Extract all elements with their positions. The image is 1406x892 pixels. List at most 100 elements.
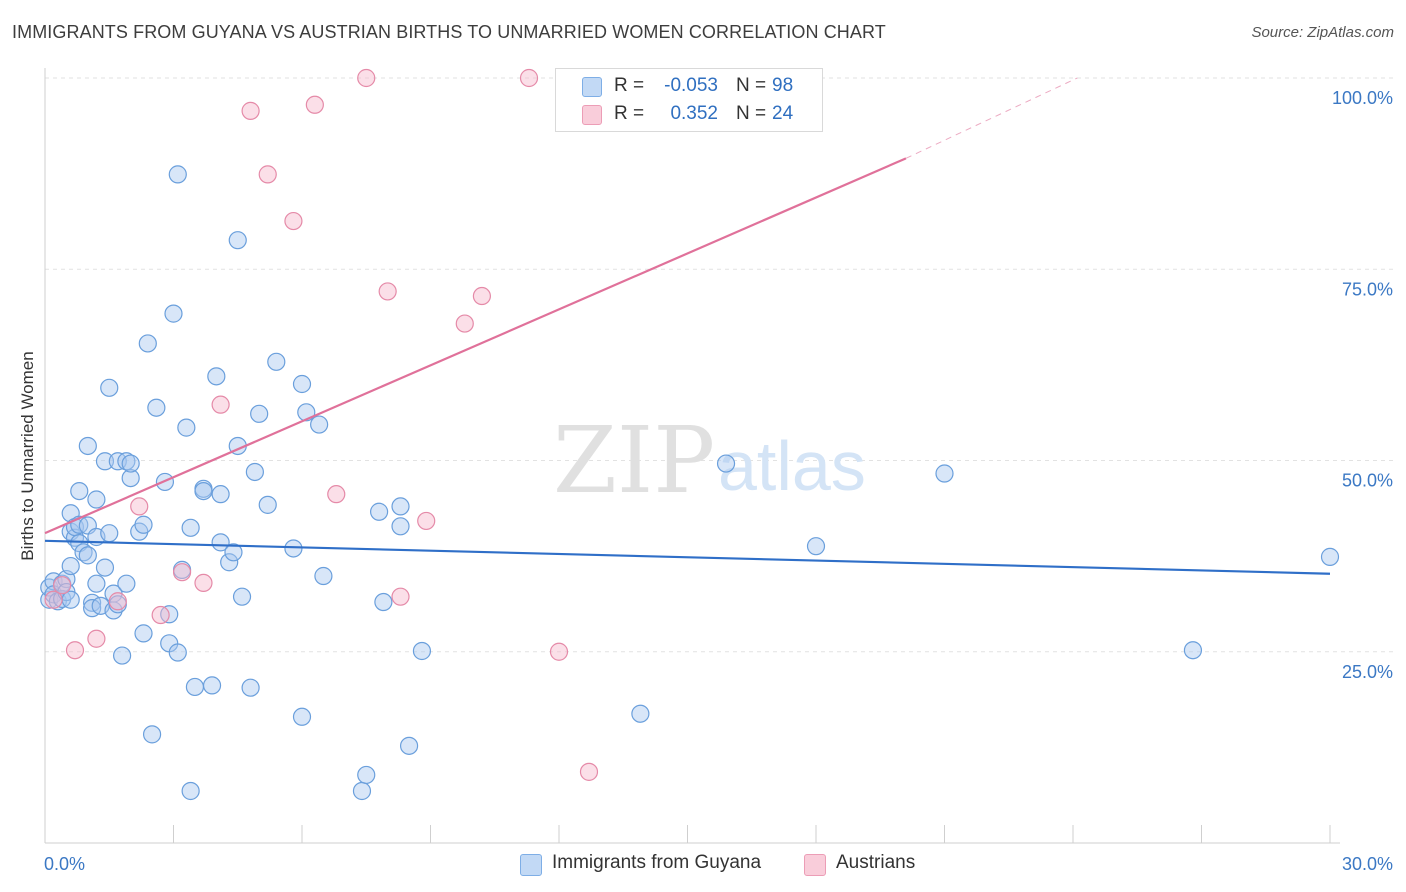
y-tick-label: 100.0%	[1332, 88, 1393, 108]
guyana-point	[357, 765, 376, 785]
guyana-point	[78, 546, 97, 565]
guyana-point	[284, 539, 303, 558]
guyana-point	[258, 495, 277, 514]
austrians-point	[241, 101, 260, 120]
guyana-point	[241, 678, 260, 697]
guyana-point	[211, 533, 230, 552]
guyana-point	[61, 556, 80, 576]
guyana-point	[250, 404, 269, 423]
guyana-point	[78, 436, 97, 456]
austrians-trend-extension	[905, 77, 1078, 159]
guyana-point	[211, 485, 230, 504]
guyana-point	[134, 624, 153, 643]
guyana-point	[181, 781, 200, 801]
stats-row-guyana: R = -0.053 N = 98	[556, 72, 822, 100]
guyana-point	[314, 566, 333, 586]
n-label: N =	[736, 103, 767, 124]
guyana-point	[716, 454, 736, 473]
guyana-point	[806, 537, 826, 556]
austrians-point	[327, 485, 346, 504]
austrians-point	[194, 573, 213, 593]
guyana-point	[267, 352, 286, 371]
watermark-zip: ZIP	[553, 407, 715, 514]
guyana-point	[100, 524, 119, 543]
legend-swatch-austrians	[804, 854, 826, 876]
guyana-point	[352, 781, 372, 801]
austrians-point	[357, 68, 376, 88]
guyana-point	[310, 415, 329, 434]
austrians-point	[108, 592, 127, 611]
guyana-point	[168, 643, 187, 662]
data-points	[40, 68, 1340, 801]
trend-lines	[44, 77, 1331, 575]
austrians-point	[172, 563, 192, 582]
guyana-point	[202, 676, 222, 695]
austrians-point	[130, 497, 149, 516]
axes	[44, 68, 1340, 844]
guyana-point	[185, 677, 205, 697]
x-tick-label: 30.0%	[1342, 854, 1393, 874]
guyana-point	[87, 574, 106, 593]
guyana-point	[220, 553, 239, 572]
guyana-point	[87, 490, 106, 509]
n-value: 98	[772, 75, 794, 96]
guyana-point	[370, 502, 389, 521]
guyana-point	[95, 558, 115, 577]
guyana-point	[181, 518, 200, 537]
legend-label-guyana: Immigrants from Guyana	[552, 852, 762, 873]
austrians-point	[53, 576, 72, 595]
guyana-point	[121, 468, 140, 488]
watermark: ZIP atlas	[553, 407, 866, 514]
austrians-point	[391, 587, 410, 606]
r-value: -0.053	[664, 75, 718, 96]
guyana-point	[121, 454, 140, 473]
austrians-point	[472, 286, 491, 306]
austrians-point	[151, 605, 170, 625]
y-tick-label: 75.0%	[1342, 279, 1393, 299]
y-tick-label: 25.0%	[1342, 662, 1393, 682]
guyana-point	[1320, 547, 1340, 566]
stats-row-austrians: R = 0.352 N = 24	[556, 100, 822, 128]
austrians-trend-line	[44, 157, 907, 535]
y-tick-label: 50.0%	[1342, 471, 1393, 491]
legend-swatch-guyana	[520, 854, 542, 876]
guyana-point	[177, 418, 196, 437]
guyana-point	[100, 378, 119, 397]
guyana-point	[207, 367, 226, 386]
austrians-point	[305, 95, 324, 114]
guyana-point	[399, 736, 419, 755]
stats-swatch-austrians	[582, 105, 602, 125]
guyana-point	[292, 707, 312, 726]
guyana-point	[1183, 641, 1203, 660]
guyana-point	[224, 543, 243, 562]
legend-label-austrians: Austrians	[836, 852, 916, 873]
stats-box: R = -0.053 N = 98 R = 0.352 N = 24	[555, 68, 823, 132]
r-label: R =	[614, 103, 645, 124]
austrians-point	[417, 511, 436, 531]
guyana-point	[194, 482, 213, 501]
guyana-point	[147, 398, 166, 417]
guyana-trend-line	[44, 539, 1331, 575]
austrians-point	[44, 590, 63, 609]
austrians-point	[211, 395, 230, 414]
austrians-point	[284, 211, 303, 231]
guyana-point	[391, 517, 410, 536]
guyana-point	[631, 704, 650, 723]
r-label: R =	[614, 75, 645, 96]
austrians-point	[455, 314, 474, 333]
guyana-point	[412, 641, 432, 661]
guyana-point	[374, 592, 393, 612]
guyana-point	[142, 725, 162, 744]
guyana-point	[232, 587, 252, 606]
source-label: Source: ZipAtlas.com	[1251, 24, 1394, 41]
stats-swatch-guyana	[582, 77, 602, 97]
guyana-point	[164, 304, 183, 323]
guyana-point	[117, 574, 136, 593]
guyana-point	[112, 646, 132, 665]
austrians-point	[65, 641, 85, 660]
guyana-point	[168, 165, 187, 184]
n-label: N =	[736, 75, 767, 96]
austrians-point	[549, 642, 569, 661]
austrians-point	[378, 282, 397, 301]
